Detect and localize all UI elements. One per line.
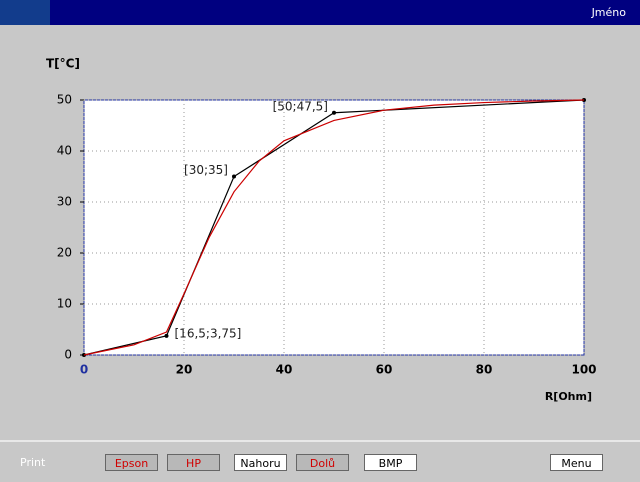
title-bar: Jméno [0,0,640,25]
y-tick-label: 40 [57,144,72,158]
print-label: Print [20,456,46,469]
line [83,99,585,356]
point-label: [50;47,5] [273,99,328,113]
logo [0,0,50,25]
button[interactable]: HP [167,454,220,471]
point [332,110,336,115]
x-tick-label: 20 [176,363,193,377]
y-tick-label: 10 [57,297,72,311]
x-axis-label: R[Ohm] [545,390,592,403]
x-tick-label: 40 [276,363,293,377]
button[interactable]: Menu [550,454,603,471]
x-tick-label: 60 [376,363,393,377]
toolbar: Print Epson HP Nahoru Dolů BMP Menu [0,440,640,482]
window-title: Jméno [591,6,626,19]
y-tick-label: 0 [64,348,72,362]
point-label: [16,5;3,75] [175,326,242,340]
plot-area [83,99,585,356]
x-tick-label: 100 [571,363,596,377]
x-tick-label: 80 [476,363,493,377]
button[interactable]: BMP [364,454,417,471]
chart: T[°C] R[Ohm] 0 10 20 30 40 50 0 20 40 60 80 100 [16,… [46,57,597,404]
y-tick-label: 50 [57,93,72,107]
y-axis-label: T[°C] [46,57,80,71]
point-label: [30;35] [184,163,228,177]
y-tick-label: 20 [57,246,72,260]
point [164,333,169,338]
point [232,174,236,179]
button[interactable]: Dolů [296,454,349,471]
button[interactable]: Nahoru [234,454,287,471]
y-tick-label: 30 [57,195,72,209]
x-tick-label: 0 [80,363,88,377]
button[interactable]: Epson [105,454,158,471]
